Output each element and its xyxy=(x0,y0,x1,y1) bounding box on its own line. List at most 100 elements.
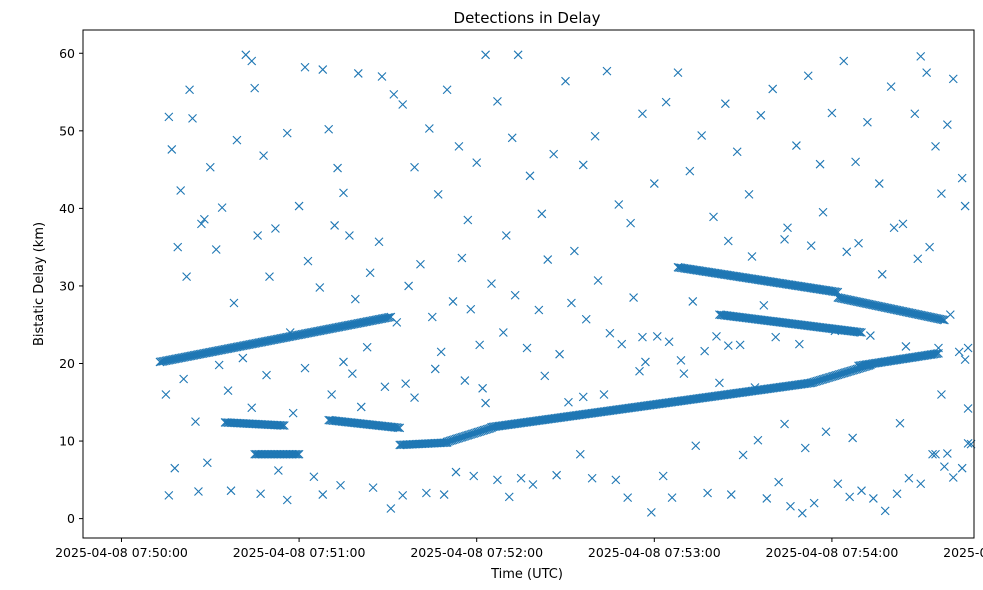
detection-marker xyxy=(552,470,562,480)
track-point-marker xyxy=(931,349,940,359)
detection-marker xyxy=(780,419,789,429)
track-point-marker xyxy=(932,349,942,359)
detection-marker xyxy=(389,89,399,99)
detection-marker xyxy=(247,56,257,66)
detection-marker xyxy=(957,463,967,473)
detection-marker xyxy=(232,135,242,145)
detection-marker xyxy=(463,215,473,225)
detection-marker xyxy=(380,382,390,392)
detection-marker xyxy=(646,508,656,517)
marker-layer xyxy=(155,50,976,518)
detection-marker xyxy=(931,141,940,151)
track-point-marker xyxy=(384,312,394,322)
detection-marker xyxy=(762,494,772,503)
detection-marker xyxy=(649,179,659,188)
y-tick-label: 20 xyxy=(59,356,75,371)
detection-marker xyxy=(963,438,973,448)
detection-marker xyxy=(182,272,191,282)
detection-marker xyxy=(433,190,443,199)
detection-marker xyxy=(753,435,763,445)
detection-marker xyxy=(590,131,600,141)
detection-marker xyxy=(377,72,387,81)
detection-marker xyxy=(942,120,952,130)
detection-marker xyxy=(368,483,378,492)
detection-marker xyxy=(783,223,792,233)
track-point-marker xyxy=(395,423,405,433)
detection-marker xyxy=(164,490,174,500)
detection-marker xyxy=(771,332,781,342)
x-axis: 2025-04-08 07:50:00 2025-04-08 07:51:00 20… xyxy=(55,538,983,560)
detection-marker xyxy=(910,109,920,119)
detection-marker xyxy=(528,480,538,489)
detection-marker xyxy=(676,356,686,365)
detection-marker xyxy=(821,427,831,437)
detection-marker xyxy=(806,241,816,250)
x-tick-label: 2025-04-08 07:54:00 xyxy=(766,545,899,560)
track-point-marker xyxy=(855,327,865,337)
detection-marker xyxy=(928,449,937,459)
detection-marker xyxy=(282,128,292,138)
detection-marker xyxy=(638,109,647,119)
track-point-marker xyxy=(383,313,393,322)
detection-marker xyxy=(401,379,411,389)
detection-marker xyxy=(493,96,502,106)
track-point-marker xyxy=(393,423,403,433)
detection-marker xyxy=(940,462,949,472)
plot-frame xyxy=(82,29,975,539)
y-tick-label: 10 xyxy=(59,434,75,449)
detection-marker xyxy=(300,363,310,373)
detection-marker xyxy=(661,97,671,107)
detection-marker xyxy=(726,490,736,499)
detection-marker xyxy=(282,495,292,505)
detection-marker xyxy=(481,398,490,408)
track-point-marker xyxy=(294,449,304,459)
detection-marker xyxy=(493,475,502,485)
detection-marker xyxy=(901,342,911,351)
detection-marker xyxy=(410,162,419,172)
detection-marker xyxy=(540,371,550,381)
detection-marker xyxy=(898,219,908,229)
detection-marker xyxy=(626,218,636,228)
detection-marker xyxy=(842,247,852,257)
x-tick-label: 2025-04-08 07:51:00 xyxy=(233,545,366,560)
detection-marker xyxy=(703,488,712,498)
detection-marker xyxy=(569,246,579,256)
detection-marker xyxy=(700,346,710,356)
detection-marker xyxy=(421,488,431,498)
detection-marker xyxy=(472,158,482,168)
detection-marker xyxy=(185,85,194,95)
y-tick-label: 40 xyxy=(59,201,75,216)
detection-marker xyxy=(913,254,923,264)
detection-marker xyxy=(922,68,932,78)
detection-marker xyxy=(318,490,328,499)
detection-marker xyxy=(217,203,227,212)
detection-marker xyxy=(416,259,425,269)
detection-marker xyxy=(954,347,964,357)
detection-marker xyxy=(957,173,967,183)
detection-marker xyxy=(404,281,414,291)
detection-marker xyxy=(892,489,902,499)
detection-marker xyxy=(720,99,730,109)
detection-marker xyxy=(578,160,588,170)
detection-marker xyxy=(353,69,363,78)
track-point-marker xyxy=(854,327,863,337)
detection-marker xyxy=(229,298,239,308)
detection-marker xyxy=(916,51,926,61)
detection-marker xyxy=(475,340,485,350)
detection-marker xyxy=(744,190,754,199)
track-point-marker xyxy=(278,421,288,430)
detection-marker xyxy=(164,112,174,122)
detection-marker xyxy=(756,110,766,120)
detection-marker xyxy=(738,450,748,460)
detection-marker xyxy=(522,343,532,353)
detection-marker xyxy=(365,268,375,278)
detection-marker xyxy=(398,490,408,500)
detection-marker xyxy=(697,131,707,140)
detection-marker xyxy=(839,56,849,66)
detection-marker xyxy=(498,328,508,337)
detection-marker xyxy=(945,310,955,320)
detection-marker xyxy=(863,117,872,127)
detection-marker xyxy=(161,390,171,399)
detection-marker xyxy=(188,114,197,123)
